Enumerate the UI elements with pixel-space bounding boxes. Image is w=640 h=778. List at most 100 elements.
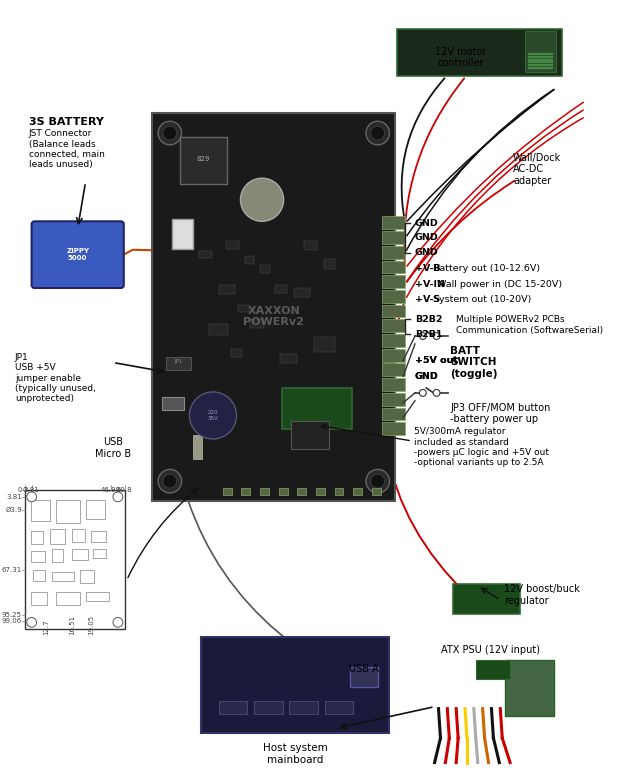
Bar [381,319,405,332]
Bar [314,337,335,352]
Bar [31,499,51,521]
Bar [201,637,390,733]
Text: Wall power in (DC 15-20V): Wall power in (DC 15-20V) [437,279,562,289]
Bar [381,305,405,317]
Text: +V-S: +V-S [415,296,444,304]
Circle shape [366,121,390,145]
Text: GND: GND [415,248,439,258]
Circle shape [371,126,385,140]
Bar [381,378,405,391]
Text: B2B2: B2B2 [415,315,442,324]
Bar [381,393,405,405]
Bar [453,584,520,614]
Text: 95.25: 95.25 [2,612,22,619]
Bar [31,592,47,605]
Text: USB A: USB A [349,664,379,675]
Text: JST Connector
(Balance leads
connected, main
leads unused): JST Connector (Balance leads connected, … [29,129,104,170]
Circle shape [158,121,182,145]
Bar [245,256,254,265]
Circle shape [189,392,237,439]
Bar [381,246,405,258]
Bar [350,668,378,687]
Bar [528,58,553,61]
Bar [72,548,88,559]
Bar [528,53,553,54]
Bar [250,319,264,328]
Bar [56,592,79,605]
Circle shape [27,618,36,627]
Bar [528,65,553,66]
Bar [33,570,45,581]
Bar [152,114,396,501]
Bar [525,31,556,72]
Bar [56,499,79,524]
Text: 5V/300mA regulator
included as standard
-powers μC logic and +5V out
-optional v: 5V/300mA regulator included as standard … [414,427,549,468]
Text: 12.7: 12.7 [44,619,49,635]
Text: +V-B: +V-B [415,264,444,273]
Bar [199,251,212,258]
Bar [372,488,381,495]
Circle shape [366,469,390,493]
Text: BATT
SWITCH
(toggle): BATT SWITCH (toggle) [451,346,498,379]
Bar [25,490,125,629]
Bar [31,551,45,562]
Text: USB
Micro B: USB Micro B [95,437,131,458]
Text: GND: GND [415,219,439,228]
Bar [282,388,352,429]
Bar [304,241,317,250]
Bar [381,216,405,230]
Circle shape [163,475,177,488]
Circle shape [158,469,182,493]
Bar [353,488,362,495]
Bar [209,324,228,335]
Text: +V-IN: +V-IN [415,279,448,289]
Circle shape [113,492,123,502]
Bar [193,435,202,458]
Text: GND: GND [415,233,439,243]
Bar [381,290,405,303]
Bar [289,701,318,713]
Bar [226,241,239,249]
Bar [381,334,405,347]
Bar [219,285,235,294]
Text: JP1: JP1 [175,359,183,364]
Bar [260,265,270,273]
Circle shape [371,475,385,488]
Bar [528,68,553,69]
Bar [280,354,298,363]
Bar [72,529,84,542]
FancyBboxPatch shape [31,221,124,288]
Text: 3S BATTERY: 3S BATTERY [29,117,104,128]
Circle shape [27,492,36,502]
Bar [381,408,405,420]
Text: 99.06: 99.06 [1,619,22,625]
Bar [219,701,247,713]
Bar [381,231,405,244]
Text: 67.31: 67.31 [1,567,22,573]
Circle shape [419,333,426,339]
Text: 220
35V: 220 35V [207,410,218,421]
Bar [230,349,243,356]
Text: 46.99: 46.99 [101,487,121,493]
Text: JP3 OFF/MOM button
-battery power up: JP3 OFF/MOM button -battery power up [451,403,550,424]
Text: ZIPPY
5000: ZIPPY 5000 [66,248,89,261]
Circle shape [241,178,284,221]
Text: 12V motor
controller: 12V motor controller [435,47,486,68]
Text: Multiple POWERv2 PCBs
Communication (SoftwareSerial): Multiple POWERv2 PCBs Communication (Sof… [456,315,604,335]
Bar [92,531,106,542]
Bar [180,137,227,184]
Bar [52,573,74,581]
Bar [528,55,553,58]
Text: 0: 0 [17,487,22,493]
Text: +5V out: +5V out [415,356,458,365]
Circle shape [433,390,440,396]
Bar [93,548,106,558]
Bar [381,275,405,288]
Text: B2B1: B2B1 [415,330,442,338]
Text: 19.05: 19.05 [88,615,95,635]
Text: Ø3.9: Ø3.9 [5,506,22,513]
Bar [397,29,562,76]
Bar [166,356,191,370]
Bar [316,488,324,495]
Bar [31,531,44,544]
